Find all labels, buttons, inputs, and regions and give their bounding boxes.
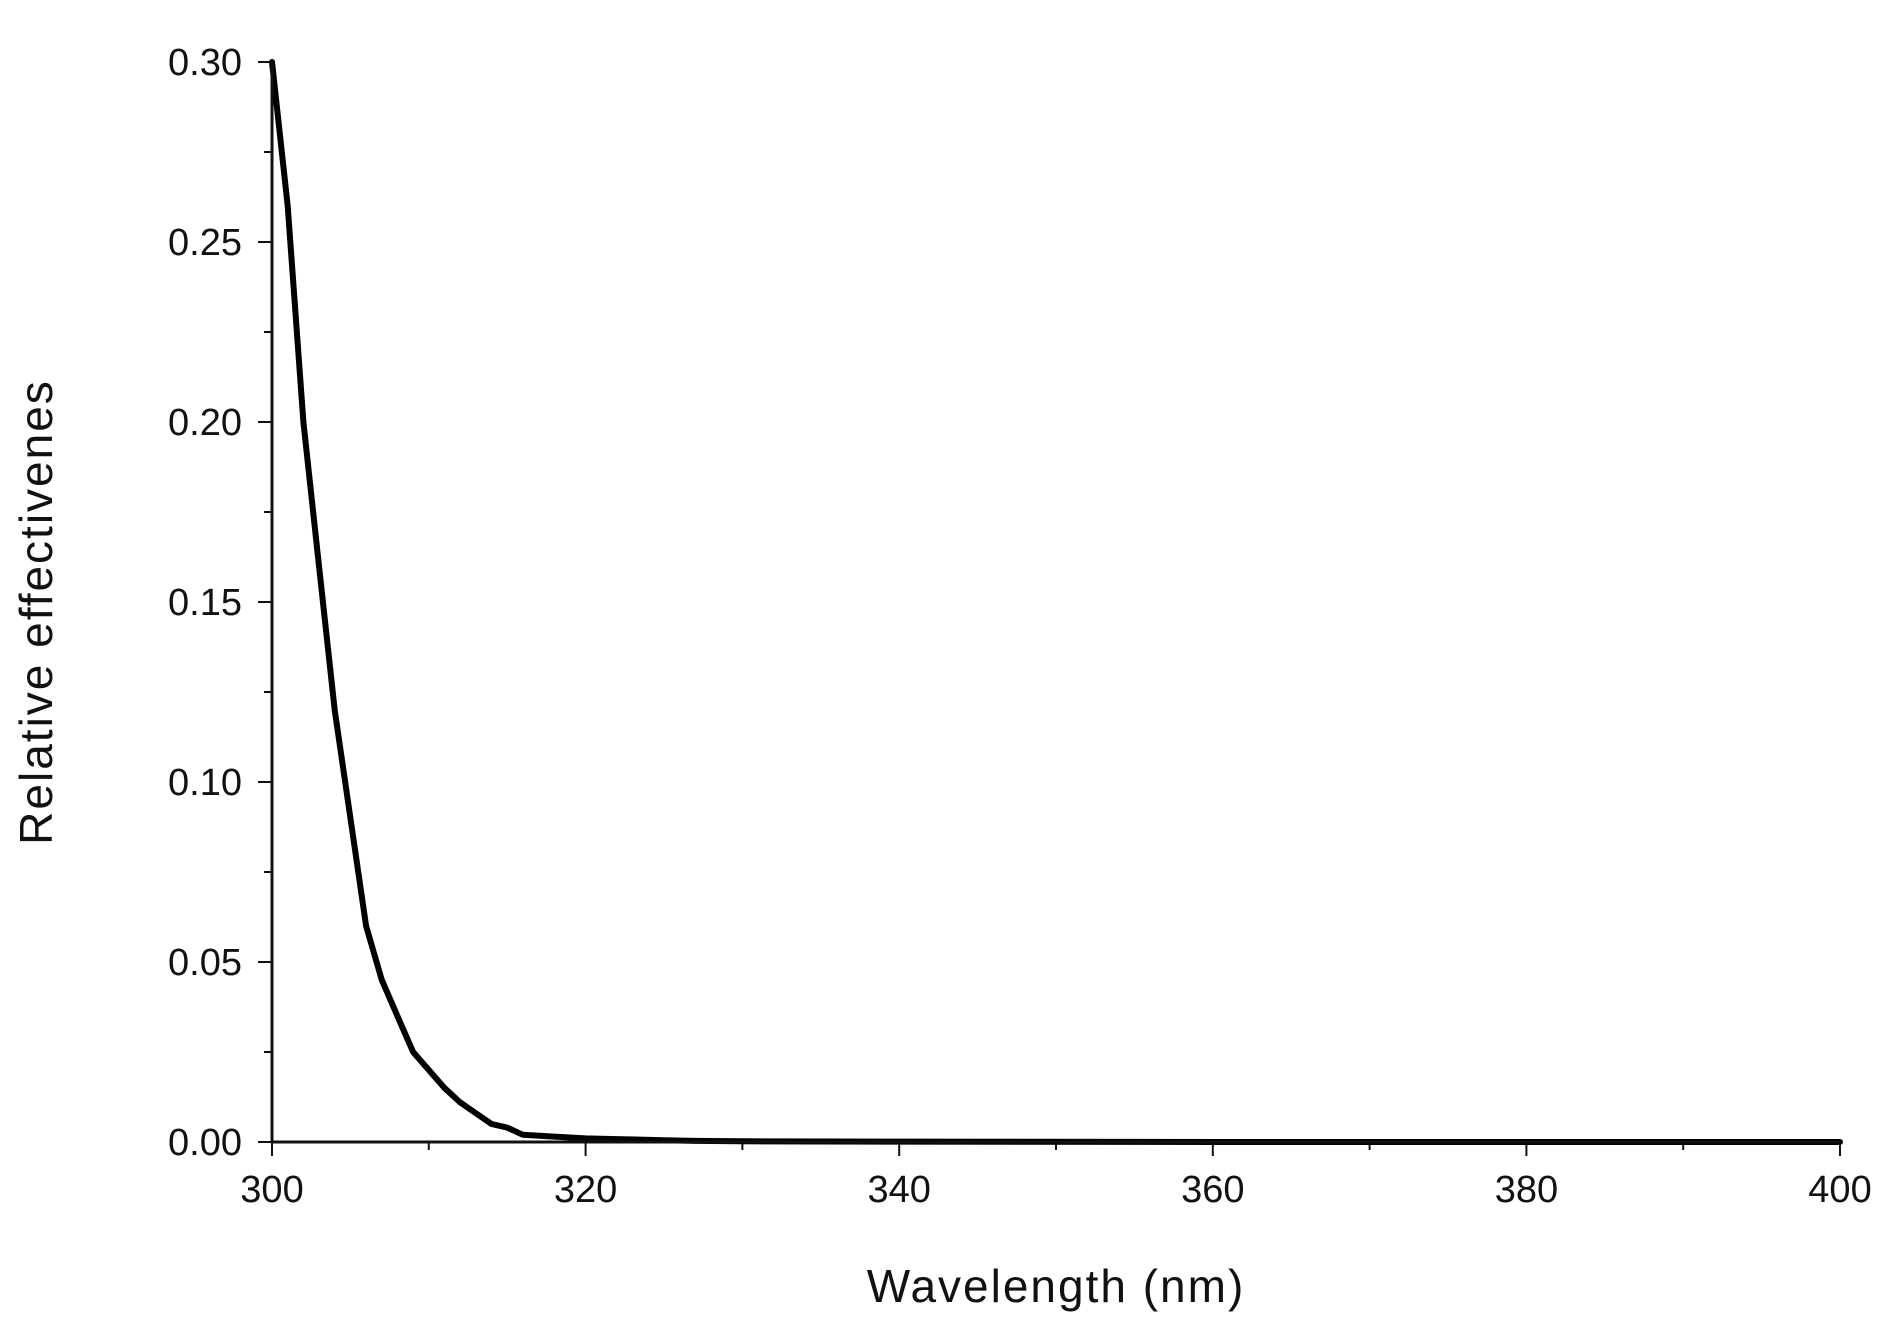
y-tick-label: 0.25 <box>168 222 242 264</box>
y-axis-ticks: 0.00 0.05 0.10 0.15 0.20 0.25 0.30 <box>168 42 272 1164</box>
y-tick-label: 0.05 <box>168 942 242 984</box>
y-tick-label: 0.15 <box>168 582 242 624</box>
x-tick-label: 360 <box>1181 1169 1244 1211</box>
y-tick-label: 0.30 <box>168 42 242 84</box>
y-tick-label: 0.00 <box>168 1122 242 1164</box>
y-tick-label: 0.20 <box>168 402 242 444</box>
x-axis-ticks: 300 320 340 360 380 400 <box>240 1142 1872 1211</box>
y-tick-label: 0.10 <box>168 762 242 804</box>
x-tick-label: 380 <box>1495 1169 1558 1211</box>
y-axis-title: Relative effectivenes <box>10 379 62 845</box>
series-group <box>269 59 1843 1145</box>
x-tick-label: 400 <box>1808 1169 1871 1211</box>
x-tick-label: 320 <box>554 1169 617 1211</box>
x-tick-label: 300 <box>240 1169 303 1211</box>
x-tick-label: 340 <box>867 1169 930 1211</box>
series-line <box>269 59 1843 1145</box>
x-axis-title: Wavelength (nm) <box>867 1260 1246 1312</box>
